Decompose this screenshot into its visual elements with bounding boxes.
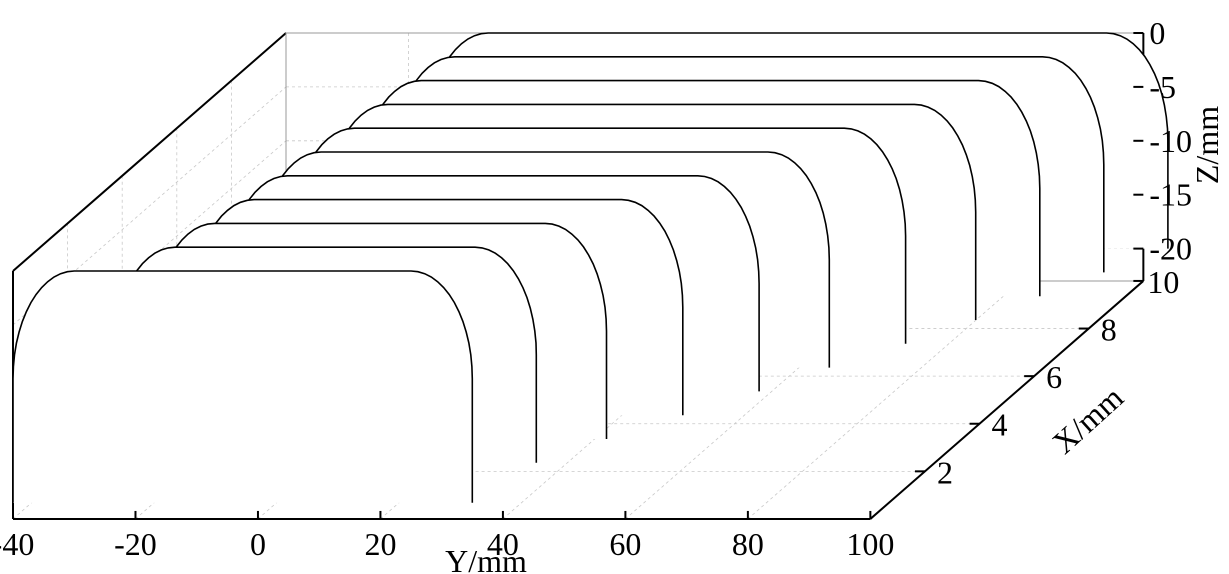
y-tick-label: 80 — [732, 526, 764, 562]
z-tick-label: -10 — [1149, 123, 1192, 159]
y-axis-title: Y/mm — [445, 543, 527, 574]
z-tick-label: 0 — [1149, 15, 1165, 51]
floor-gridline-y — [747, 280, 1022, 520]
top-left-edge — [12, 32, 287, 272]
z-axis-title: Z/mm — [1189, 106, 1225, 184]
y-tick-label: -40 — [0, 526, 34, 562]
y-tick-label: 40 — [487, 526, 519, 562]
x-tick-label: 2 — [937, 454, 953, 490]
y-tick-label: 20 — [364, 526, 396, 562]
y-tick-label: 60 — [609, 526, 641, 562]
x-tick-label: 4 — [992, 407, 1008, 443]
y-tick-label: 100 — [846, 526, 894, 562]
z-tick-label: -15 — [1149, 177, 1192, 213]
profile-line — [12, 270, 474, 503]
y-tick-label: -20 — [114, 526, 157, 562]
profile-layer — [12, 32, 1169, 503]
x-tick-label: 10 — [1147, 264, 1179, 300]
y-tick-label: 0 — [250, 526, 266, 562]
z-tick-label: -20 — [1149, 231, 1192, 267]
z-tick-label: -5 — [1149, 69, 1176, 105]
x-tick-label: 8 — [1101, 312, 1117, 348]
right-base-edge — [869, 280, 1145, 520]
x-tick-label: 6 — [1046, 359, 1062, 395]
